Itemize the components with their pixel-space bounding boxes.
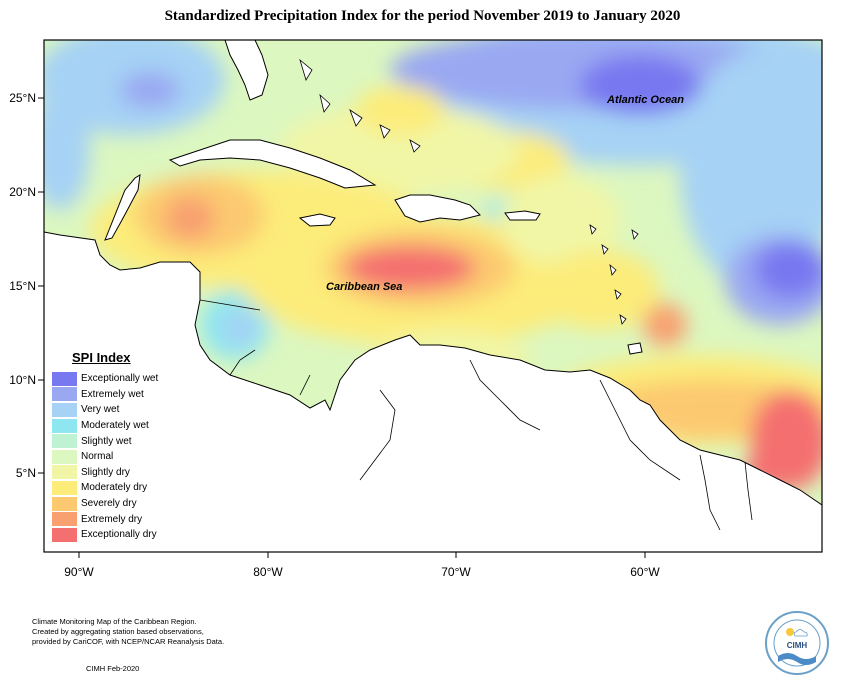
x-tick-60w: 60°W bbox=[630, 565, 660, 579]
caribbean-sea-label: Caribbean Sea bbox=[326, 281, 402, 293]
legend-item: Extremely dry bbox=[52, 511, 170, 527]
credit-text: Climate Monitoring Map of the Caribbean … bbox=[32, 617, 262, 647]
credit-line: Created by aggregating station based obs… bbox=[32, 627, 204, 636]
legend-swatch bbox=[52, 527, 77, 542]
legend-swatch bbox=[52, 402, 77, 417]
legend-label: Very wet bbox=[81, 404, 120, 416]
y-tick-15n: 15°N bbox=[9, 279, 36, 293]
legend-swatch bbox=[52, 418, 77, 433]
legend-swatch bbox=[52, 371, 77, 386]
legend-swatch bbox=[52, 434, 77, 449]
legend-label: Exceptionally dry bbox=[81, 529, 157, 541]
legend-swatch bbox=[52, 449, 77, 464]
x-tick-90w: 90°W bbox=[64, 565, 94, 579]
legend-item: Very wet bbox=[52, 402, 170, 418]
legend-swatch bbox=[52, 496, 77, 511]
legend-item: Normal bbox=[52, 449, 170, 465]
legend-label: Extremely wet bbox=[81, 388, 144, 400]
legend-item: Exceptionally wet bbox=[52, 371, 170, 387]
legend-label: Exceptionally wet bbox=[81, 373, 159, 385]
map-title: Standardized Precipitation Index for the… bbox=[164, 8, 681, 24]
y-tick-20n: 20°N bbox=[9, 185, 36, 199]
legend-item: Slightly dry bbox=[52, 465, 170, 481]
cimh-logo: CIMH bbox=[765, 611, 829, 675]
legend-label: Extremely dry bbox=[81, 513, 143, 525]
logo-text: CIMH bbox=[787, 641, 808, 650]
legend-item: Slightly wet bbox=[52, 433, 170, 449]
legend-swatch bbox=[52, 512, 77, 527]
x-tick-70w: 70°W bbox=[441, 565, 471, 579]
credit-line: provided by CariCOF, with NCEP/NCAR Rean… bbox=[32, 637, 225, 646]
legend-item: Extremely wet bbox=[52, 387, 170, 403]
legend-label: Moderately dry bbox=[81, 482, 148, 494]
y-tick-25n: 25°N bbox=[9, 91, 36, 105]
legend-label: Moderately wet bbox=[81, 420, 149, 432]
legend-swatch bbox=[52, 387, 77, 402]
spi-legend: SPI Index Exceptionally wet Extremely wet… bbox=[52, 350, 170, 543]
atlantic-ocean-label: Atlantic Ocean bbox=[606, 94, 684, 106]
credit-line: Climate Monitoring Map of the Caribbean … bbox=[32, 617, 197, 626]
legend-swatch bbox=[52, 480, 77, 495]
legend-title: SPI Index bbox=[72, 350, 131, 365]
legend-item: Exceptionally dry bbox=[52, 527, 170, 543]
legend-item: Severely dry bbox=[52, 496, 170, 512]
y-tick-5n: 5°N bbox=[16, 466, 36, 480]
legend-label: Slightly dry bbox=[81, 466, 130, 478]
x-tick-80w: 80°W bbox=[253, 565, 283, 579]
legend-rows: Exceptionally wet Extremely wet Very wet Mo… bbox=[52, 371, 170, 543]
legend-swatch bbox=[52, 465, 77, 480]
legend-item: Moderately wet bbox=[52, 418, 170, 434]
spi-field bbox=[44, 40, 822, 552]
legend-label: Normal bbox=[81, 451, 114, 463]
issue-date: CIMH Feb-2020 bbox=[86, 664, 140, 673]
y-tick-10n: 10°N bbox=[9, 373, 36, 387]
legend-item: Moderately dry bbox=[52, 480, 170, 496]
legend-label: Slightly wet bbox=[81, 435, 132, 447]
legend-label: Severely dry bbox=[81, 498, 137, 510]
